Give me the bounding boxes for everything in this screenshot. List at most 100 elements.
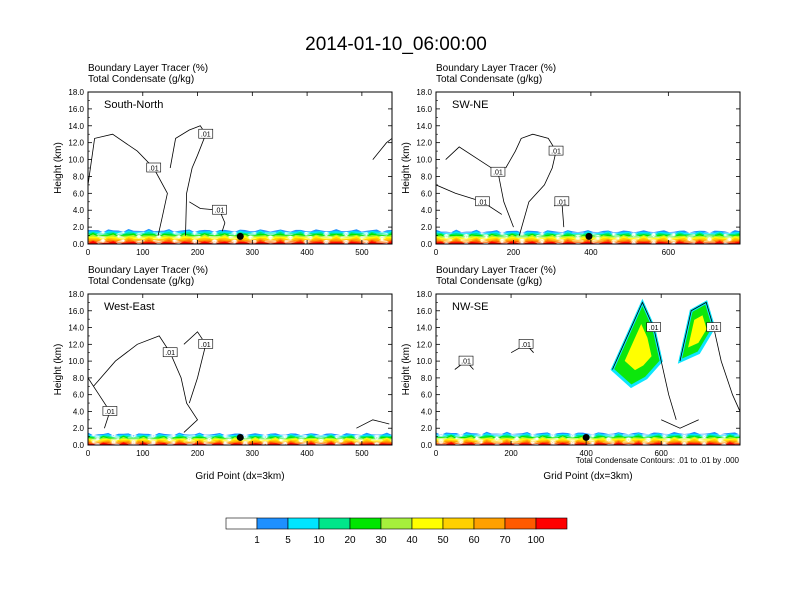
colorbar-label: 60	[468, 535, 480, 546]
colorbar-label: 20	[344, 535, 356, 546]
colorbar-swatch	[380, 517, 413, 530]
tracer-band-1	[436, 431, 740, 435]
colorbar-swatch	[318, 517, 351, 530]
tracer-cloud-core	[624, 323, 652, 371]
y-tick-label: 2.0	[73, 424, 85, 433]
location-marker	[585, 232, 593, 240]
y-tick-label: 6.0	[421, 189, 433, 198]
colorbar-swatch	[287, 517, 320, 530]
panel-west-east: Boundary Layer Tracer (%)Total Condensat…	[53, 265, 393, 482]
svg-text:.01: .01	[461, 359, 471, 366]
location-marker	[236, 232, 244, 240]
contour-value-label: .01	[475, 196, 490, 206]
colorbar-swatch	[411, 517, 444, 530]
y-tick-label: 14.0	[416, 122, 432, 131]
colorbar-label: 40	[406, 535, 418, 546]
contour-value-label: .01	[706, 322, 722, 332]
y-tick-label: 0.0	[421, 441, 433, 450]
plot-frame	[87, 91, 393, 245]
location-marker	[582, 433, 590, 441]
x-tick-label: 400	[300, 248, 314, 257]
contour-footnote: Total Condensate Contours: .01 to .01 by…	[576, 456, 740, 465]
field-label: Boundary Layer Tracer (%)	[88, 63, 208, 74]
y-tick-label: 16.0	[68, 105, 84, 114]
y-tick-label: 12.0	[68, 139, 84, 148]
colorbar-label: 100	[528, 535, 545, 546]
svg-text:.01: .01	[493, 170, 503, 177]
y-tick-label: 14.0	[416, 324, 432, 333]
contour-value-label: .01	[102, 406, 118, 416]
y-tick-label: 18.0	[416, 290, 432, 299]
colorbar-swatch	[225, 517, 258, 530]
panel-name: South-North	[104, 99, 163, 111]
y-tick-label: 0.0	[421, 240, 433, 249]
contour-value-label: .01	[646, 322, 661, 332]
svg-text:.01: .01	[649, 325, 659, 332]
contour-label: Total Condensate (g/kg)	[436, 74, 542, 85]
panel-name: SW-NE	[452, 99, 488, 111]
tracer-cloud-core	[688, 315, 707, 348]
contour-value-label: .01	[548, 145, 564, 156]
x-axis-title: Grid Point (dx=3km)	[195, 471, 284, 482]
plot-area: .01 .01 .01	[88, 331, 392, 445]
y-tick-label: 4.0	[421, 206, 433, 215]
y-tick-label: 10.0	[68, 357, 84, 366]
field-label: Boundary Layer Tracer (%)	[436, 265, 556, 276]
contour-value-label: .01	[490, 166, 506, 177]
y-tick-label: 6.0	[73, 189, 85, 198]
y-tick-label: 12.0	[416, 139, 432, 148]
y-tick-label: 10.0	[68, 156, 84, 165]
contour-value-label: .01	[162, 347, 178, 357]
svg-text:.01: .01	[201, 132, 211, 139]
y-tick-label: 0.0	[73, 240, 85, 249]
tracer-band-10	[436, 241, 740, 244]
tracer-band-3	[436, 434, 740, 438]
x-tick-label: 600	[662, 248, 676, 257]
y-tick-label: 12.0	[416, 340, 432, 349]
panel-name: West-East	[104, 301, 155, 313]
y-tick-label: 18.0	[68, 290, 84, 299]
x-tick-label: 300	[246, 449, 260, 458]
contour-value-label: .01	[212, 204, 227, 215]
y-axis-title: Height (km)	[53, 344, 64, 396]
y-tick-label: 16.0	[416, 105, 432, 114]
condensate-contour	[372, 138, 392, 160]
svg-text:.01: .01	[478, 199, 488, 206]
y-tick-label: 0.0	[73, 441, 85, 450]
location-marker	[236, 433, 244, 441]
colorbar-swatch	[442, 517, 475, 530]
svg-text:.01: .01	[105, 409, 115, 416]
contour-label: Total Condensate (g/kg)	[88, 276, 194, 287]
x-tick-label: 400	[300, 449, 314, 458]
y-tick-label: 4.0	[73, 407, 85, 416]
condensate-contour	[93, 335, 199, 433]
y-tick-label: 4.0	[73, 206, 85, 215]
x-tick-label: 600	[655, 449, 669, 458]
contour-value-label: .01	[146, 162, 162, 173]
contour-value-label: .01	[198, 339, 214, 349]
condensate-contour	[505, 133, 557, 236]
condensate-contour	[88, 133, 168, 236]
tracer-band-4	[436, 435, 740, 439]
y-tick-label: 6.0	[421, 391, 433, 400]
plot-area: .01 .01 .01 .01	[436, 133, 740, 244]
contour-value-label: .01	[198, 128, 214, 139]
colorbar-swatch	[473, 517, 506, 530]
svg-text:.01: .01	[551, 149, 561, 156]
y-tick-label: 4.0	[421, 407, 433, 416]
y-tick-label: 2.0	[421, 223, 433, 232]
x-tick-label: 200	[504, 449, 518, 458]
tracer-band-10	[88, 240, 392, 244]
plot-frame	[435, 91, 741, 245]
tracer-band-8	[436, 439, 740, 444]
y-tick-label: 8.0	[73, 172, 85, 181]
tracer-band-10	[436, 442, 740, 445]
y-tick-label: 14.0	[68, 324, 84, 333]
panels: Boundary Layer Tracer (%)Total Condensat…	[53, 63, 741, 482]
x-tick-label: 500	[355, 248, 369, 257]
colorbar-label: 50	[437, 535, 449, 546]
field-label: Boundary Layer Tracer (%)	[436, 63, 556, 74]
condensate-contour	[169, 125, 207, 236]
colorbar-label: 30	[375, 535, 387, 546]
panel-south-north: Boundary Layer Tracer (%)Total Condensat…	[53, 63, 393, 257]
